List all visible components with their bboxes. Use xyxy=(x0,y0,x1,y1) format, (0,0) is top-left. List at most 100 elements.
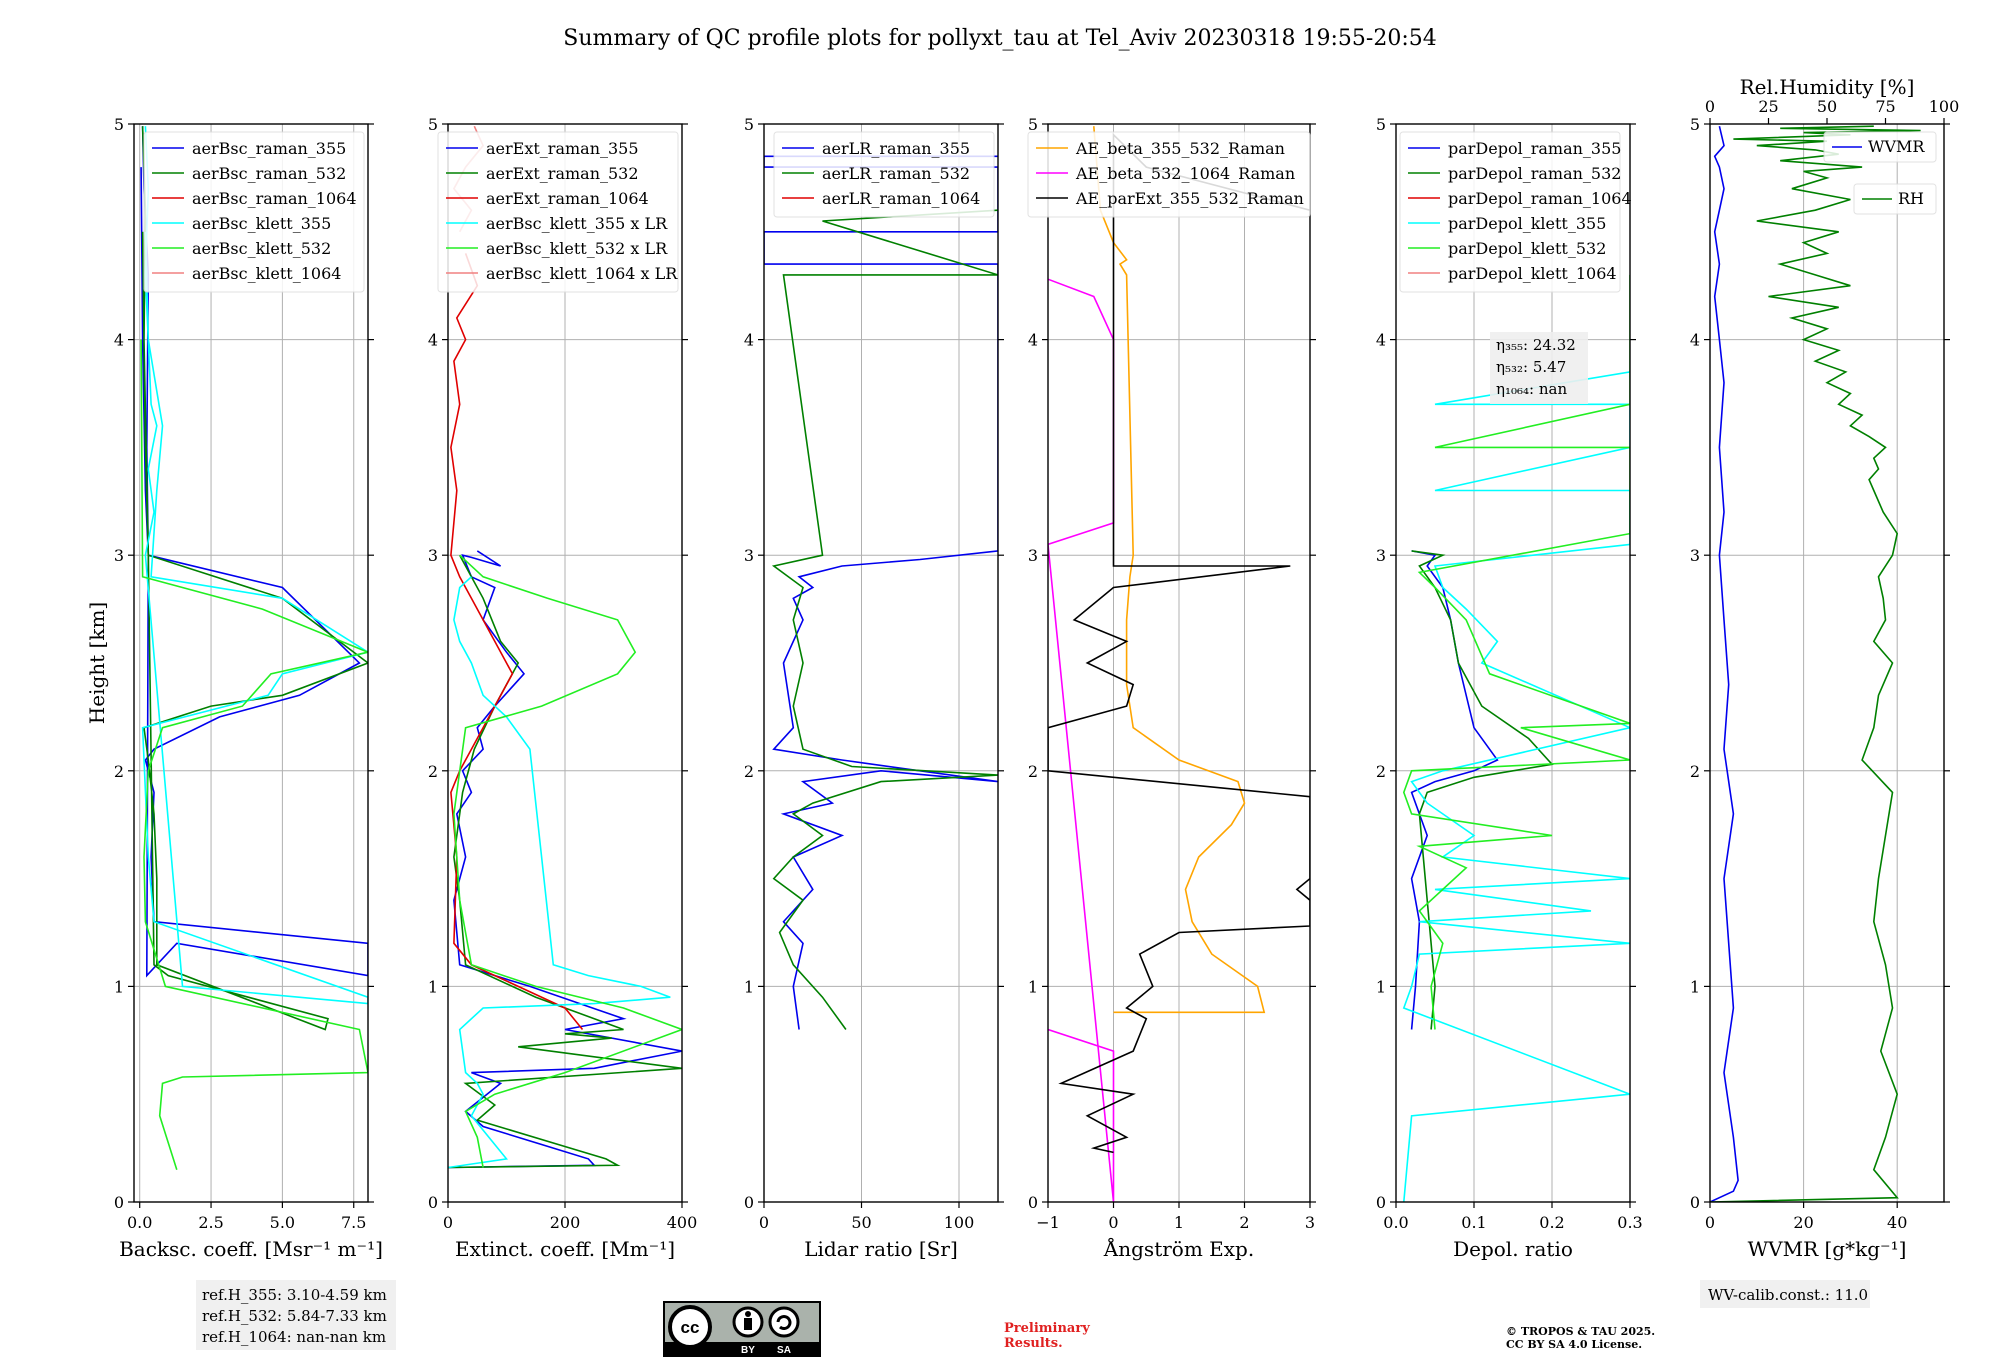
y-tick-label: 3 xyxy=(744,546,754,565)
cc-by-sa-icon: cc BY SA xyxy=(663,1301,821,1357)
legend-label: aerBsc_klett_355 xyxy=(192,214,331,233)
svg-text:cc: cc xyxy=(681,1318,700,1337)
y-tick-label: 3 xyxy=(114,546,124,565)
y-tick-label: 2 xyxy=(1376,762,1386,781)
legend-label: aerBsc_raman_355 xyxy=(192,139,346,158)
panel-2: 0 200 400 0 1 2 3 4 5 Extinct. coeff. [Mm⁻¹] aerEx… xyxy=(428,115,697,1261)
legend-label: RH xyxy=(1898,189,1924,208)
x-tick-label: 2 xyxy=(1239,1213,1249,1232)
legend-label: aerExt_raman_1064 xyxy=(486,189,649,208)
wv-calib-box: WV-calib.const.: 11.0 xyxy=(1700,1280,1870,1308)
x-tick-label: 0.1 xyxy=(1461,1213,1486,1232)
y-tick-label: 3 xyxy=(1690,546,1700,565)
series-line-aerExt_raman_532 xyxy=(448,554,682,1169)
y-tick-label: 4 xyxy=(428,331,438,350)
y-tick-label: 2 xyxy=(114,762,124,781)
y-tick-label: 1 xyxy=(114,977,124,996)
series-line-aerBsc_klett_355 xyxy=(141,126,368,1005)
x2-tick-label: 0 xyxy=(1705,97,1715,116)
panel-5: 0.0 0.1 0.2 0.3 0 1 2 3 4 5 Depol. ratio parDepol_r… xyxy=(1376,115,1643,1261)
y-tick-label: 0 xyxy=(1028,1193,1038,1212)
copyright-line1: © TROPOS & TAU 2025. xyxy=(1506,1325,1655,1338)
panels-group: 0.0 2.5 5.0 7.5 0 1 2 3 4 5 Backsc. coeff. [Msr⁻¹ … xyxy=(85,75,1959,1261)
axes-frame xyxy=(447,123,683,1203)
y-axis-label: Height [km] xyxy=(85,602,109,724)
x2-axis-label: Rel.Humidity [%] xyxy=(1740,75,1915,99)
x-tick-label: 50 xyxy=(851,1213,871,1232)
legend-label: aerBsc_klett_355 x LR xyxy=(486,214,668,233)
y-tick-label: 0 xyxy=(428,1193,438,1212)
y-tick-label: 1 xyxy=(1690,977,1700,996)
y-tick-label: 5 xyxy=(114,115,124,134)
series-line-parDepol_klett_532 xyxy=(1402,274,1630,1030)
wv-calib-text: WV-calib.const.: 11.0 xyxy=(1708,1286,1868,1304)
legend: aerBsc_raman_355 aerBsc_raman_532 aerBsc_r… xyxy=(143,131,365,293)
figure-title: Summary of QC profile plots for pollyxt_… xyxy=(563,26,1436,51)
series-line-AE_beta_355_532_Raman xyxy=(1093,126,1266,1014)
y-tick-label: 4 xyxy=(1028,331,1038,350)
eta-1064: η₁₀₆₄: nan xyxy=(1496,380,1567,398)
y-tick-label: 0 xyxy=(744,1193,754,1212)
ref-height-1064: ref.H_1064: nan-nan km xyxy=(202,1328,386,1346)
axes-frame xyxy=(1709,123,1945,1203)
y-tick-label: 0 xyxy=(114,1193,124,1212)
eta-532: η₅₃₂: 5.47 xyxy=(1496,358,1566,376)
axes-frame xyxy=(133,123,369,1203)
legend-label: aerBsc_raman_1064 xyxy=(192,189,357,208)
panel-3: 0 50 100 0 1 2 3 4 5 Lidar ratio [Sr] aerLR_raman_… xyxy=(744,115,1004,1261)
x-tick-label: 0.3 xyxy=(1617,1213,1642,1232)
x-tick-label: −1 xyxy=(1036,1213,1060,1232)
x-tick-label: 1 xyxy=(1174,1213,1184,1232)
y-tick-label: 4 xyxy=(744,331,754,350)
ref-heights-box: ref.H_355: 3.10-4.59 km ref.H_532: 5.84-… xyxy=(196,1280,396,1350)
legend-label: AE_parExt_355_532_Raman xyxy=(1075,189,1304,208)
legend-wvmr: WVMR xyxy=(1823,131,1937,163)
legend-label: parDepol_klett_532 xyxy=(1448,239,1606,258)
series-line-WVMR xyxy=(1710,126,1739,1202)
y-tick-label: 5 xyxy=(1376,115,1386,134)
legend-label: aerLR_raman_355 xyxy=(822,139,970,158)
legend-label: parDepol_raman_532 xyxy=(1448,164,1621,183)
x-tick-label: 0.2 xyxy=(1539,1213,1564,1232)
preliminary-line2: Results. xyxy=(1004,1336,1063,1351)
series-line-AE_beta_532_1064_Raman xyxy=(1048,278,1115,1202)
x2-tick-label: 50 xyxy=(1817,97,1837,116)
x-tick-label: 0 xyxy=(1108,1213,1118,1232)
depol-eta-box: η₃₅₅: 24.32 η₅₃₂: 5.47 η₁₀₆₄: nan xyxy=(1490,332,1588,404)
y-tick-label: 4 xyxy=(1376,331,1386,350)
y-tick-label: 1 xyxy=(1376,977,1386,996)
y-tick-label: 1 xyxy=(428,977,438,996)
legend-label: AE_beta_532_1064_Raman xyxy=(1075,164,1295,183)
series-line-RH xyxy=(1710,125,1921,1202)
y-tick-label: 5 xyxy=(1028,115,1038,134)
x-axis-label: Depol. ratio xyxy=(1453,1237,1573,1261)
series-line-parDepol_klett_355 xyxy=(1402,371,1630,1202)
legend: AE_beta_355_532_Raman AE_beta_532_1064_Ra… xyxy=(1027,131,1311,218)
x-tick-label: 3 xyxy=(1305,1213,1315,1232)
x-tick-label: 40 xyxy=(1887,1213,1907,1232)
legend-label: aerBsc_klett_532 x LR xyxy=(486,239,668,258)
series-line-aerBsc_klett_532 x LR xyxy=(453,554,682,1168)
eta-355: η₃₅₅: 24.32 xyxy=(1496,336,1576,354)
axes-frame xyxy=(1047,123,1311,1203)
legend: aerExt_raman_355 aerExt_raman_532 aerExt_r… xyxy=(437,131,679,293)
legend: parDepol_raman_355 parDepol_raman_532 parD… xyxy=(1399,131,1632,293)
x2-tick-label: 100 xyxy=(1929,97,1960,116)
series-line-aerBsc_klett_355 x LR xyxy=(448,576,671,1169)
y-tick-label: 3 xyxy=(1028,546,1038,565)
ref-height-355: ref.H_355: 3.10-4.59 km xyxy=(202,1286,387,1304)
y-tick-label: 5 xyxy=(744,115,754,134)
y-tick-label: 1 xyxy=(1028,977,1038,996)
y-tick-label: 4 xyxy=(1690,331,1700,350)
legend-label: parDepol_raman_1064 xyxy=(1448,189,1632,208)
legend-label: WVMR xyxy=(1868,137,1925,156)
y-tick-label: 2 xyxy=(1028,762,1038,781)
copyright-line2: CC BY SA 4.0 License. xyxy=(1506,1338,1642,1351)
x-tick-label: 5.0 xyxy=(270,1213,295,1232)
x-tick-label: 400 xyxy=(667,1213,698,1232)
x-tick-label: 7.5 xyxy=(341,1213,366,1232)
legend-label: parDepol_klett_1064 xyxy=(1448,264,1617,283)
x-axis-label: Lidar ratio [Sr] xyxy=(804,1237,958,1261)
series-line-aerExt_raman_1064 xyxy=(450,253,584,1031)
